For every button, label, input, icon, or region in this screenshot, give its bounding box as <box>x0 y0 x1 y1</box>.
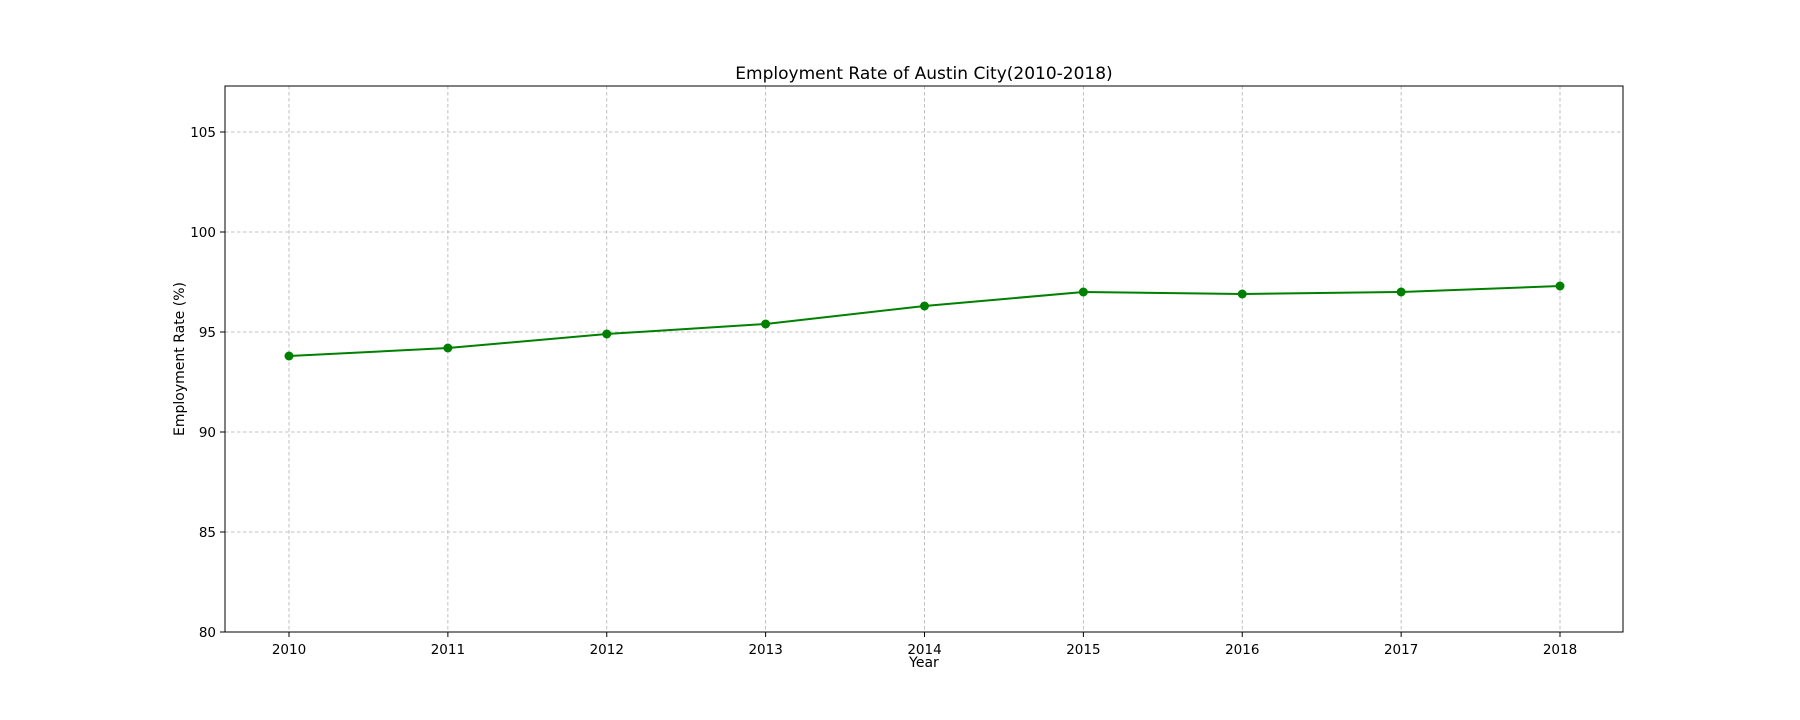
data-point <box>1396 287 1406 297</box>
data-point <box>284 351 294 361</box>
data-point <box>1237 289 1247 299</box>
x-tick-label: 2010 <box>272 642 306 658</box>
data-point <box>602 329 612 339</box>
x-axis-label: Year <box>908 655 939 671</box>
x-tick-label: 2015 <box>1066 642 1100 658</box>
series <box>284 281 1565 361</box>
axis-ticks: 2010 2011 2012 2013 2014 2015 2016 2017 2018 80 85… <box>190 125 1577 658</box>
data-point <box>1555 281 1565 291</box>
y-tick-label: 85 <box>199 525 216 541</box>
y-tick-label: 90 <box>199 425 216 441</box>
x-tick-label: 2016 <box>1225 642 1259 658</box>
x-tick-label: 2012 <box>590 642 624 658</box>
data-point <box>920 301 929 311</box>
data-point <box>1078 287 1088 297</box>
x-tick-label: 2017 <box>1384 642 1418 658</box>
y-tick-label: 95 <box>199 325 216 341</box>
data-point <box>761 319 771 329</box>
data-point <box>443 343 453 353</box>
chart-title: Employment Rate of Austin City(2010-2018… <box>735 64 1112 84</box>
y-axis-label: Employment Rate (%) <box>172 282 188 436</box>
x-tick-label: 2011 <box>431 642 465 658</box>
x-tick-label: 2018 <box>1543 642 1577 658</box>
y-tick-label: 80 <box>199 625 216 641</box>
x-tick-label: 2013 <box>748 642 782 658</box>
x-tick-label: 2014 <box>907 642 941 658</box>
y-tick-label: 105 <box>190 125 216 141</box>
y-tick-label: 100 <box>190 225 216 241</box>
